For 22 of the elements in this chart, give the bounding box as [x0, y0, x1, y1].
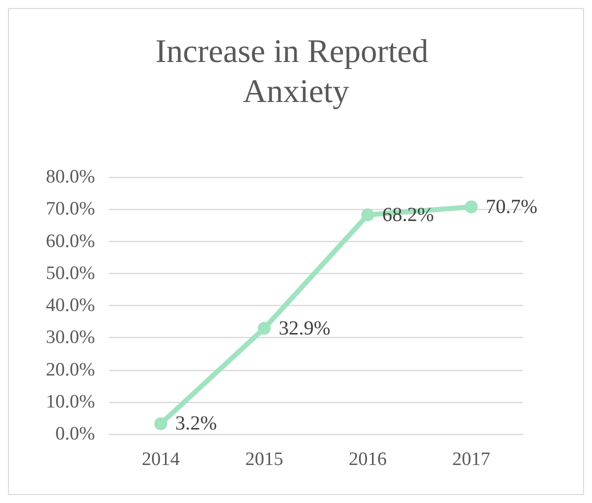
y-tick-label: 80.0%: [46, 166, 96, 188]
data-label: 68.2%: [382, 204, 434, 226]
x-tick-label: 2016: [348, 449, 387, 470]
x-tick-label: 2015: [245, 449, 284, 470]
chart-title: Increase in Reported Anxiety: [155, 34, 437, 110]
y-tick-label: 10.0%: [46, 391, 96, 412]
y-tick-label: 70.0%: [46, 198, 96, 220]
y-tick-label: 60.0%: [46, 230, 96, 252]
y-tick-label: 40.0%: [46, 295, 96, 316]
data-label: 70.7%: [486, 196, 538, 218]
x-tick-label: 2017: [452, 449, 490, 470]
y-tick-label: 20.0%: [46, 359, 96, 380]
x-tick-label: 2014: [142, 449, 180, 470]
y-tick-label: 30.0%: [46, 327, 96, 348]
y-tick-label: 50.0%: [46, 262, 96, 284]
point: [361, 208, 374, 222]
y-tick-label: 0.0%: [55, 424, 96, 444]
point: [258, 322, 271, 335]
data-label: 32.9%: [278, 317, 330, 340]
point: [464, 200, 478, 214]
data-label: 3.2%: [175, 412, 217, 435]
point: [154, 417, 168, 430]
